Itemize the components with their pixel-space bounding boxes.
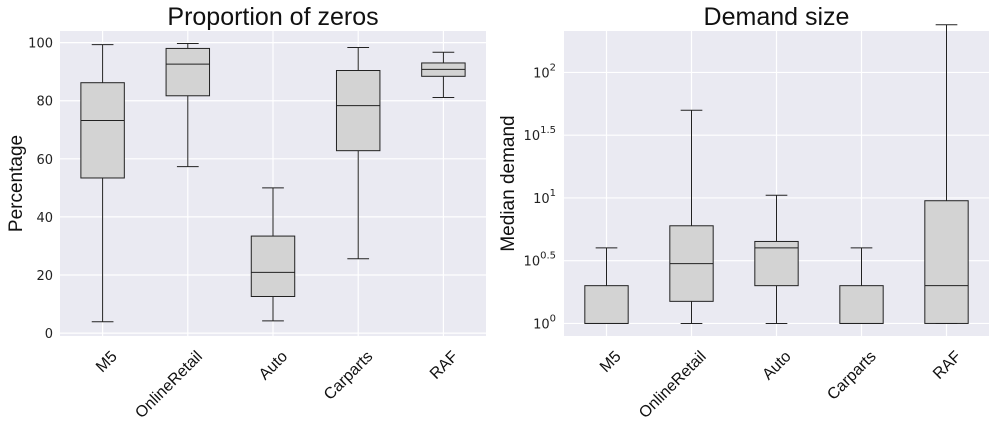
y-tick-label: 101	[533, 188, 556, 207]
box-auto	[754, 194, 799, 324]
y-tick-label: 40	[36, 211, 53, 226]
x-tick-label: M5	[93, 348, 121, 376]
x-tick-label: RAF	[427, 348, 462, 383]
y-tick-label: 101.5	[524, 125, 556, 144]
chart-title: Demand size	[704, 3, 850, 31]
box-m5	[584, 247, 629, 324]
y-tick-label: 100	[533, 313, 556, 332]
chart-panel-2: 100 100.5 101 101.5 102 M5 OnlineRetail Auto Car…	[498, 3, 989, 422]
iqr-box	[335, 70, 381, 152]
x-tick-label: M5	[597, 348, 625, 376]
y-axis-label: Median demand	[498, 115, 519, 251]
iqr-box	[839, 285, 884, 324]
x-tick-label: Carparts	[321, 348, 376, 403]
y-tick-label: 100	[28, 37, 53, 52]
box-carparts	[839, 247, 884, 324]
x-tick-label: RAF	[930, 348, 965, 383]
box-onlineretail	[669, 109, 714, 324]
x-tick-label: Auto	[256, 348, 291, 383]
iqr-box	[165, 47, 211, 97]
y-axis-label: Percentage	[6, 135, 27, 232]
y-tick-label: 60	[36, 153, 53, 168]
y-tick-label: 20	[36, 269, 53, 284]
chart-panel-1: 0 20 40 60 80 100 M5 OnlineRetail Auto Carparts RA…	[6, 3, 486, 422]
y-tick-label: 80	[36, 95, 53, 110]
iqr-box	[250, 235, 296, 297]
x-tick-label: OnlineRetail	[636, 348, 710, 422]
iqr-box	[80, 82, 125, 179]
box-auto	[250, 187, 296, 322]
x-tick-label: Carparts	[824, 348, 879, 403]
y-tick-label: 102	[533, 62, 556, 81]
iqr-box	[754, 240, 799, 287]
chart-title: Proportion of zeros	[167, 3, 378, 31]
iqr-box	[584, 285, 629, 324]
box-raf	[421, 51, 466, 99]
x-tick-label: OnlineRetail	[132, 348, 206, 422]
y-tick-label: 0	[45, 327, 53, 342]
box-onlineretail	[165, 42, 211, 168]
box-raf	[924, 24, 969, 324]
box-carparts	[335, 47, 381, 260]
box-m5	[80, 44, 125, 323]
y-tick-label: 100.5	[524, 251, 556, 270]
x-tick-label: Auto	[759, 348, 794, 383]
iqr-box	[924, 200, 969, 324]
